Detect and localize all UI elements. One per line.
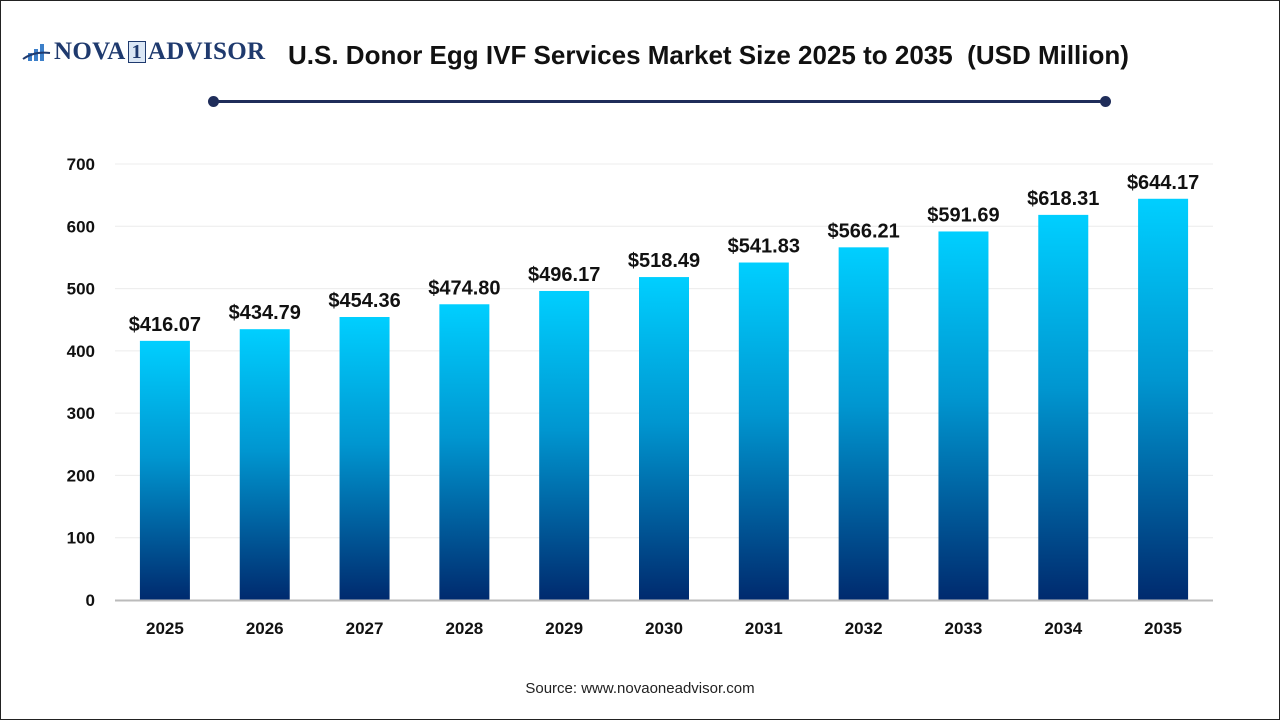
y-tick-label: 200: [67, 466, 95, 485]
bar-2035: [1138, 198, 1189, 600]
bar-2031: [738, 262, 789, 600]
bar-2034: [1038, 214, 1089, 600]
y-tick-label: 0: [86, 591, 95, 610]
bar-2030: [639, 277, 689, 600]
divider-dot-right: [1100, 96, 1111, 107]
bar-chart-logo-icon: [22, 44, 51, 61]
x-tick-label: 2030: [645, 619, 683, 638]
bar-2026: [239, 329, 290, 600]
x-tick-label: 2031: [745, 619, 783, 638]
y-tick-label: 500: [67, 280, 95, 299]
data-label: $434.79: [229, 302, 301, 324]
chart-title: U.S. Donor Egg IVF Services Market Size …: [288, 40, 1129, 70]
title-divider: [213, 100, 1106, 103]
y-tick-label: 300: [67, 404, 95, 423]
data-label: $566.21: [827, 220, 899, 242]
bar-2033: [938, 231, 989, 600]
data-label: $496.17: [528, 264, 600, 286]
x-tick-label: 2028: [445, 619, 483, 638]
data-label: $541.83: [728, 236, 800, 258]
data-label: $591.69: [927, 204, 999, 226]
y-tick-label: 100: [67, 529, 95, 548]
data-label: $518.49: [628, 250, 700, 272]
y-tick-label: 600: [67, 217, 95, 236]
data-label: $454.36: [328, 290, 400, 312]
data-label: $474.80: [428, 277, 500, 299]
x-tick-label: 2026: [246, 619, 284, 638]
data-label: $618.31: [1027, 188, 1099, 210]
bar-2028: [439, 304, 490, 600]
data-label: $416.07: [129, 314, 201, 336]
x-tick-label: 2035: [1144, 619, 1182, 638]
bar-2025: [139, 340, 190, 600]
data-label: $644.17: [1127, 172, 1199, 194]
source-text: Source: www.novaoneadvisor.com: [525, 680, 755, 697]
bar-2027: [339, 316, 390, 600]
bar-2032: [838, 247, 889, 600]
x-tick-label: 2029: [545, 619, 583, 638]
x-tick-label: 2034: [1044, 619, 1082, 638]
bar-2029: [539, 290, 590, 600]
y-tick-label: 700: [67, 155, 95, 174]
x-tick-label: 2025: [146, 619, 184, 638]
x-tick-label: 2033: [945, 619, 983, 638]
x-tick-label: 2032: [845, 619, 883, 638]
nova-advisor-logo: NOVA 1 ADVISOR: [22, 38, 265, 66]
y-tick-label: 400: [67, 342, 95, 361]
x-tick-label: 2027: [346, 619, 384, 638]
